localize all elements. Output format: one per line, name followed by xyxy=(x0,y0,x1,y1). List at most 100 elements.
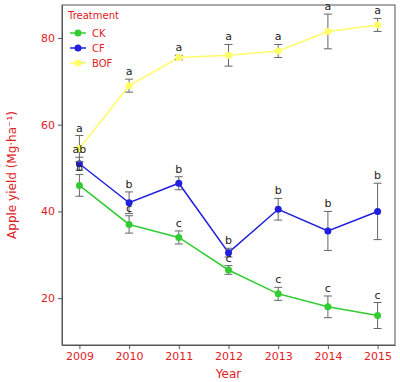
plot-frame xyxy=(62,5,395,345)
tick-label: 60 xyxy=(41,119,55,132)
error-bar xyxy=(225,44,233,66)
point xyxy=(126,82,133,89)
error-bar xyxy=(374,303,382,329)
annotation: b xyxy=(175,163,182,176)
tick-label: 2014 xyxy=(314,350,342,363)
error-bar xyxy=(125,216,133,233)
y-axis-title: Apple yield (Mg·ha⁻¹) xyxy=(5,111,19,239)
tick: 40 xyxy=(41,205,62,218)
point xyxy=(175,234,182,241)
tick: 2011 xyxy=(165,345,193,363)
error-bar xyxy=(175,231,183,244)
point xyxy=(225,52,232,59)
legend-title: Treatment xyxy=(67,10,119,21)
tick-label: 2012 xyxy=(215,350,243,363)
annotation: c xyxy=(225,252,231,265)
point xyxy=(324,28,331,35)
tick: 80 xyxy=(41,32,62,45)
tick-label: 20 xyxy=(41,292,55,305)
error-bar xyxy=(324,211,332,250)
point xyxy=(374,312,381,319)
tick: 2013 xyxy=(265,345,293,363)
tick-label: 2011 xyxy=(165,350,193,363)
tick-mark xyxy=(278,345,279,349)
point xyxy=(225,266,232,273)
point xyxy=(175,180,182,187)
tick-label: 2010 xyxy=(116,350,144,363)
legend-marker xyxy=(75,60,82,67)
tick-mark xyxy=(58,211,62,212)
point xyxy=(324,227,331,234)
annotation: c xyxy=(176,217,182,230)
error-bar xyxy=(274,198,282,220)
point xyxy=(175,54,182,61)
tick: 2010 xyxy=(116,345,144,363)
series-line xyxy=(79,185,377,315)
annotation: b xyxy=(275,184,282,197)
error-bar xyxy=(175,177,183,190)
tick-mark xyxy=(378,345,379,349)
annotation: a xyxy=(175,41,182,54)
x-axis: 2009 2010 2011 2012 2013 2014 2015 xyxy=(63,345,396,363)
tick-mark xyxy=(58,125,62,126)
point xyxy=(76,182,83,189)
tick: 2014 xyxy=(314,345,342,363)
point xyxy=(275,47,282,54)
tick-label: 2015 xyxy=(364,350,392,363)
error-bar xyxy=(374,18,382,31)
plot-area xyxy=(75,14,381,328)
tick-label: 80 xyxy=(41,32,55,45)
annotation: a xyxy=(325,0,332,13)
series-line xyxy=(79,164,377,253)
annotation: c xyxy=(325,282,331,295)
error-bar xyxy=(274,287,282,300)
tick-mark xyxy=(58,38,62,39)
annotation: a xyxy=(126,65,133,78)
point xyxy=(374,208,381,215)
legend-marker xyxy=(75,45,82,52)
error-bar xyxy=(125,79,133,92)
tick-mark xyxy=(229,345,230,349)
annotation: c xyxy=(126,202,132,215)
error-bar xyxy=(274,44,282,57)
tick-mark xyxy=(129,345,130,349)
annotations: bccccccabbbbbbbaaaaaaa xyxy=(73,0,382,301)
error-bar xyxy=(225,266,233,275)
annotation: a xyxy=(374,4,381,17)
annotation: c xyxy=(275,273,281,286)
tick: 2012 xyxy=(215,345,243,363)
point xyxy=(126,221,133,228)
tick: 20 xyxy=(41,292,62,305)
tick: 2009 xyxy=(66,345,94,363)
point xyxy=(275,290,282,297)
x-axis-title: Year xyxy=(215,367,241,381)
tick-mark xyxy=(328,345,329,349)
error-bar xyxy=(374,183,382,239)
legend-label: BOF xyxy=(92,58,113,69)
tick: 2015 xyxy=(364,345,392,363)
legend: TreatmentCKCFBOF xyxy=(67,10,119,69)
point xyxy=(374,21,381,28)
legend-label: CF xyxy=(92,43,105,54)
chart: 2009 2010 2011 2012 2013 2014 2015 20 40 60 80 Year… xyxy=(0,0,400,382)
error-bar xyxy=(324,14,332,49)
annotation: b xyxy=(76,161,83,174)
y-axis: 20 40 60 80 xyxy=(41,6,63,346)
annotation: a xyxy=(76,122,83,135)
error-bar xyxy=(75,175,83,197)
legend-marker xyxy=(75,30,82,37)
tick-label: 2009 xyxy=(66,350,94,363)
annotation: c xyxy=(375,289,381,302)
annotation: b xyxy=(126,178,133,191)
annotation: a xyxy=(225,30,232,43)
error-bar xyxy=(324,296,332,318)
tick-mark xyxy=(79,345,80,349)
annotation: ab xyxy=(73,143,87,156)
tick: 60 xyxy=(41,119,62,132)
tick-label: 2013 xyxy=(265,350,293,363)
tick-label: 40 xyxy=(41,205,55,218)
point xyxy=(324,303,331,310)
annotation: b xyxy=(374,169,381,182)
tick-mark xyxy=(58,298,62,299)
annotation: b xyxy=(324,197,331,210)
